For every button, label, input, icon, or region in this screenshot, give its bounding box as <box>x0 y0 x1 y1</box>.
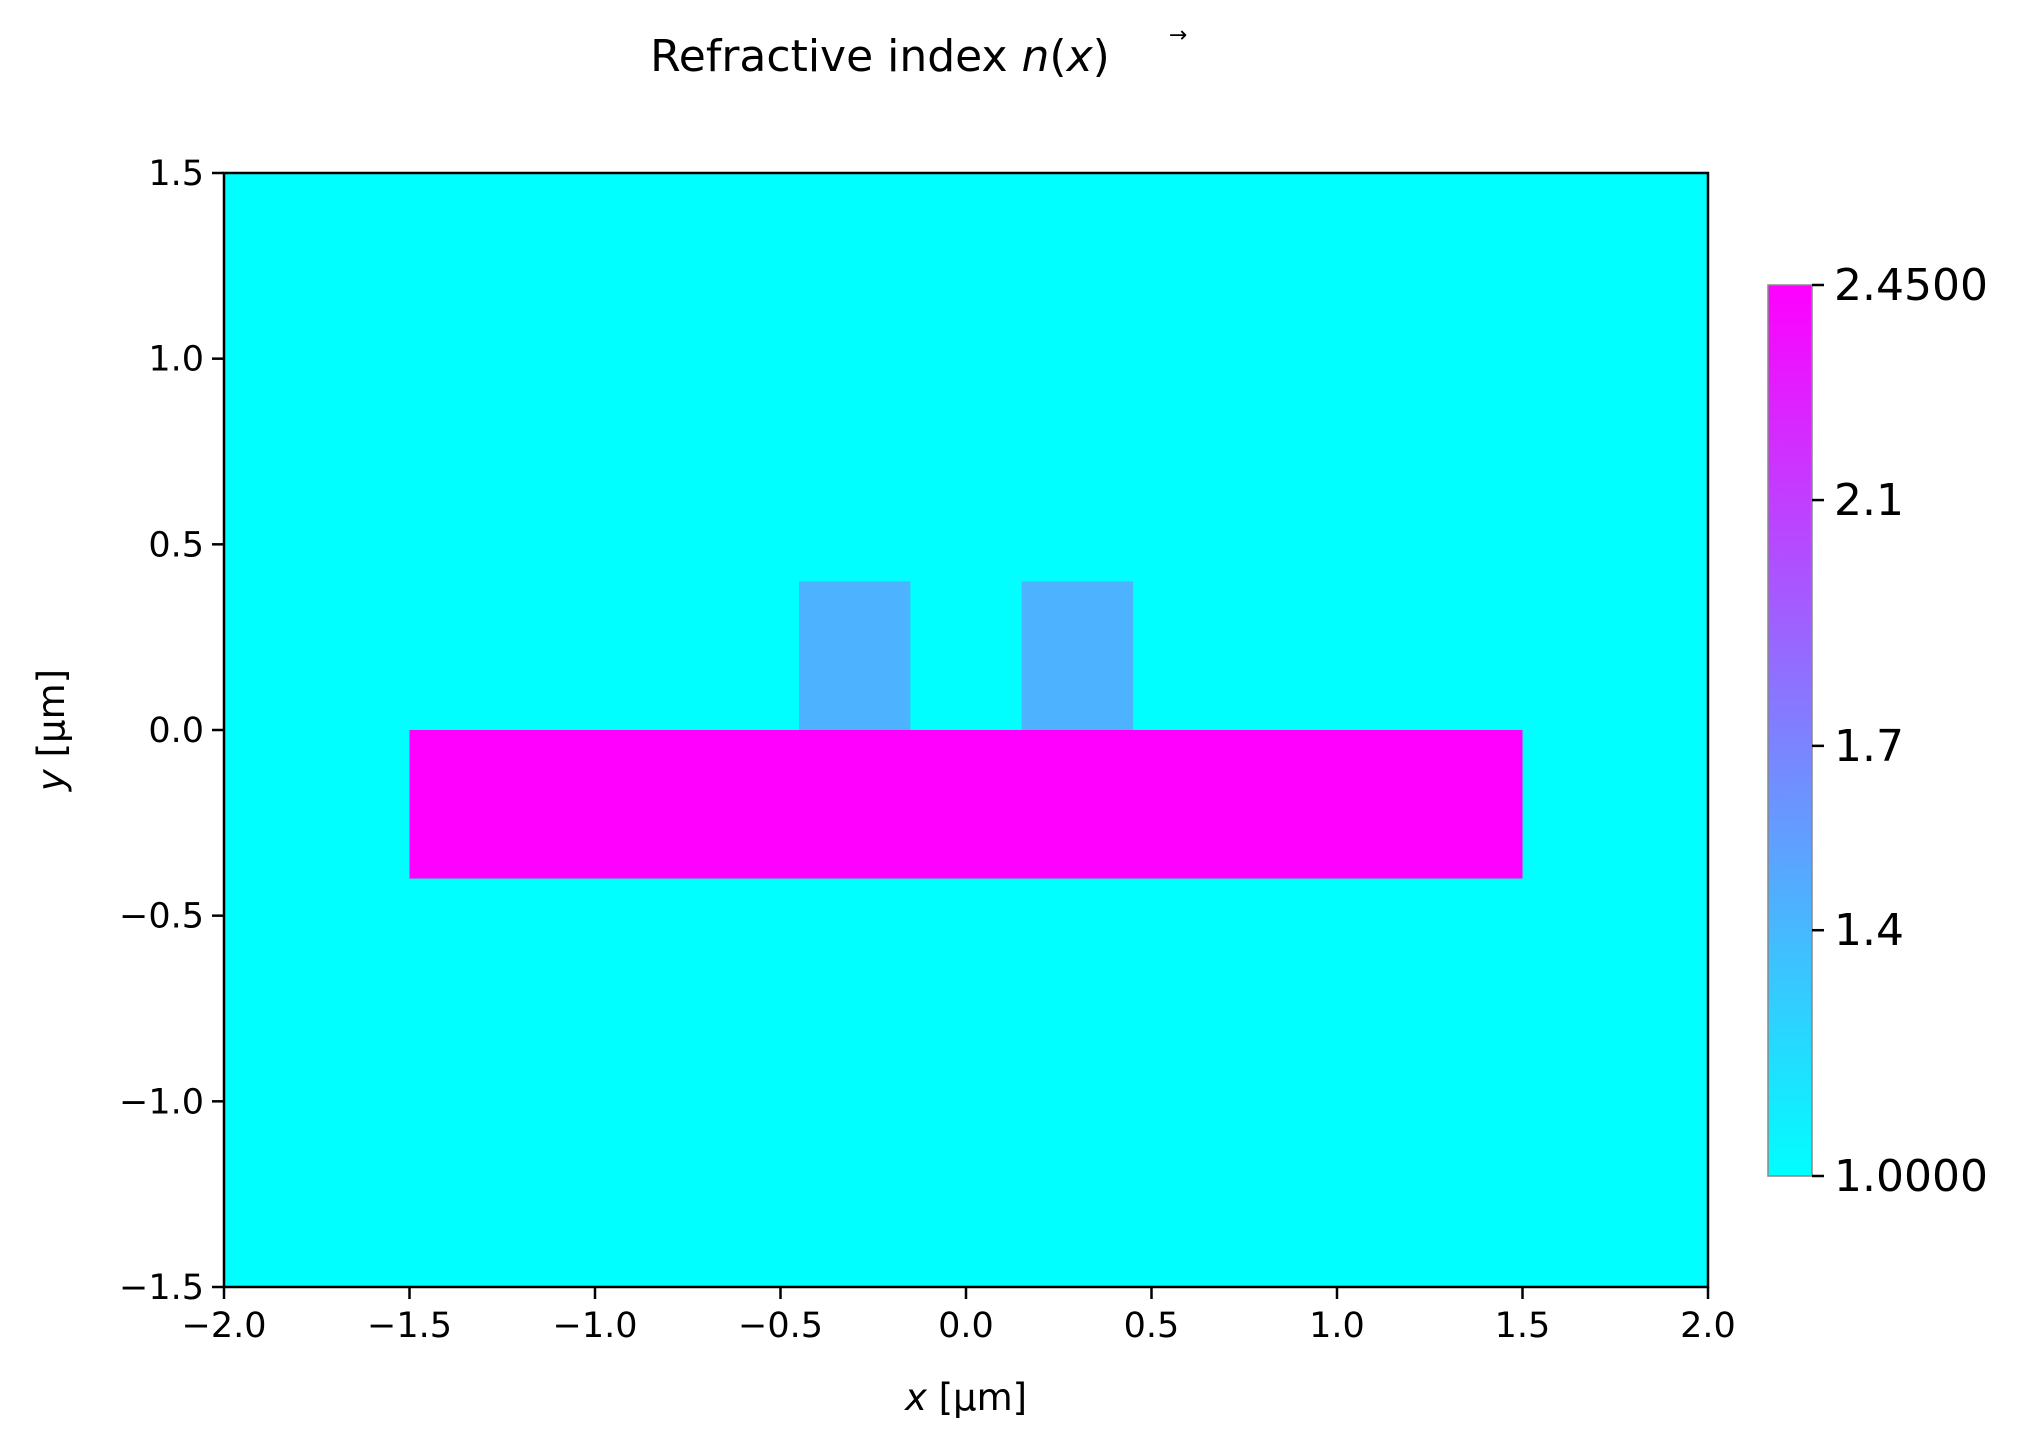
plot-area <box>222 171 1710 1289</box>
y-tick-label: −1.5 <box>119 1268 204 1308</box>
y-tick-label: −1.0 <box>119 1082 204 1122</box>
y-axis-label: y [µm] <box>30 669 73 792</box>
colorbar-tick-label: 1.4 <box>1834 905 1904 956</box>
colorbar-tick-label: 1.0000 <box>1834 1151 1988 1202</box>
title-vector-arrow: → <box>1169 23 1187 48</box>
x-tick-label: −0.5 <box>738 1306 823 1346</box>
y-tick-label: 1.0 <box>148 340 204 380</box>
x-tick-label: −1.0 <box>553 1306 638 1346</box>
region-ridge-left <box>799 581 911 730</box>
x-tick-label: 2.0 <box>1680 1306 1736 1346</box>
x-tick-label: −1.5 <box>367 1306 452 1346</box>
chart-title: Refractive index n(x) <box>650 31 1110 82</box>
colorbar-tick-label: 2.1 <box>1834 475 1904 526</box>
x-tick-label: 1.0 <box>1309 1306 1365 1346</box>
y-tick-label: 0.0 <box>148 711 204 751</box>
region-ridge-right <box>1021 581 1133 730</box>
colorbar: 1.0000 1.4 1.7 2.1 2.4500 <box>1767 260 1988 1202</box>
colorbar-tick-label: 2.4500 <box>1834 260 1988 311</box>
x-tick-label: 0.5 <box>1124 1306 1180 1346</box>
y-tick-label: −0.5 <box>119 897 204 937</box>
colorbar-tick-label: 1.7 <box>1834 721 1904 772</box>
colorbar-gradient <box>1767 284 1813 1177</box>
x-tick-label: −2.0 <box>182 1306 267 1346</box>
x-axis-label: x [µm] <box>904 1376 1027 1419</box>
x-tick-label: 1.5 <box>1495 1306 1551 1346</box>
y-tick-label: 1.5 <box>148 154 204 194</box>
y-tick-label: 0.5 <box>148 525 204 565</box>
y-axis-ticks: −1.5 −1.0 −0.5 0.0 0.5 1.0 1.5 <box>119 154 224 1308</box>
x-axis-ticks: −2.0 −1.5 −1.0 −0.5 0.0 0.5 1.0 1.5 2.0 <box>182 1287 1736 1346</box>
x-tick-label: 0.0 <box>938 1306 994 1346</box>
region-slab <box>409 730 1523 879</box>
